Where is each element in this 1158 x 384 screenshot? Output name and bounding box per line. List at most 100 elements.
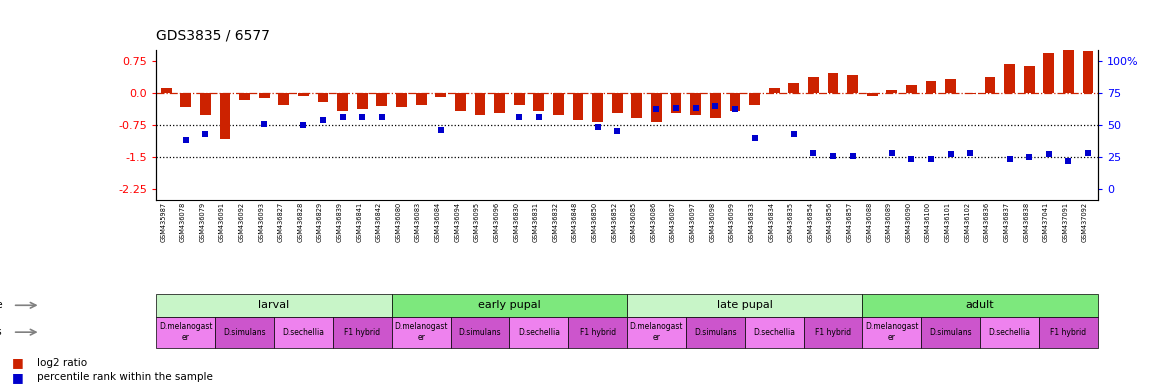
Text: GSM436856: GSM436856 (827, 202, 833, 242)
Text: D.simulans: D.simulans (223, 328, 266, 337)
Bar (258, 93, 270, 98)
Text: GSM436099: GSM436099 (728, 202, 735, 242)
Bar (240, 93, 250, 100)
Text: GSM436080: GSM436080 (396, 202, 402, 242)
Text: GSM436095: GSM436095 (474, 202, 479, 242)
Text: GSM436089: GSM436089 (886, 202, 892, 242)
Text: GSM436090: GSM436090 (906, 202, 911, 242)
Text: GSM436827: GSM436827 (278, 202, 284, 242)
Bar (494, 93, 505, 113)
Point (196, 131, 214, 137)
Bar (769, 88, 779, 93)
Bar (690, 93, 701, 115)
Text: percentile rank within the sample: percentile rank within the sample (37, 372, 213, 382)
Bar (867, 93, 878, 96)
Bar (730, 93, 740, 111)
Text: GSM436833: GSM436833 (748, 202, 755, 242)
Text: GSM436839: GSM436839 (337, 202, 343, 242)
Bar (1004, 64, 1014, 93)
Point (608, 128, 626, 134)
Text: GSM436087: GSM436087 (670, 202, 676, 242)
Bar (808, 77, 819, 93)
Text: GSM436852: GSM436852 (611, 202, 617, 242)
Bar (396, 93, 406, 107)
Text: F1 hybrid: F1 hybrid (579, 328, 616, 337)
Text: development stage: development stage (0, 300, 2, 310)
Point (432, 127, 450, 133)
Text: GSM436084: GSM436084 (434, 202, 441, 242)
Bar (611, 93, 623, 113)
Text: GSM436842: GSM436842 (376, 202, 382, 242)
Bar (828, 73, 838, 93)
Bar (376, 93, 387, 106)
Bar (514, 93, 525, 105)
Text: log2 ratio: log2 ratio (37, 358, 87, 368)
Text: GSM436086: GSM436086 (651, 202, 657, 242)
Bar (161, 88, 171, 93)
Bar (886, 90, 897, 93)
Text: late pupal: late pupal (717, 300, 772, 310)
Text: GSM436102: GSM436102 (965, 202, 970, 242)
Bar (475, 93, 485, 115)
Point (922, 156, 940, 162)
Point (687, 105, 705, 111)
Text: D.sechellia: D.sechellia (283, 328, 324, 337)
Text: GSM436838: GSM436838 (1024, 202, 1029, 242)
Text: GSM437091: GSM437091 (1062, 202, 1069, 242)
Text: D.simulans: D.simulans (459, 328, 501, 337)
Bar (220, 93, 230, 139)
Text: GSM436835: GSM436835 (787, 202, 793, 242)
Text: GSM436836: GSM436836 (984, 202, 990, 242)
Bar (278, 93, 290, 105)
Text: GSM437092: GSM437092 (1082, 202, 1089, 242)
Bar (455, 93, 466, 111)
Text: GSM435987: GSM435987 (160, 202, 166, 242)
Text: GSM436092: GSM436092 (239, 202, 244, 242)
Bar (200, 93, 211, 115)
Text: D.sechellia: D.sechellia (753, 328, 796, 337)
Text: GSM436841: GSM436841 (357, 202, 362, 242)
Bar (416, 93, 426, 105)
Text: ■: ■ (12, 371, 23, 384)
Text: D.melanogast
er: D.melanogast er (865, 323, 918, 342)
Bar (554, 93, 564, 115)
Text: GSM436097: GSM436097 (690, 202, 696, 242)
Text: GSM436834: GSM436834 (768, 202, 775, 242)
Point (373, 114, 391, 120)
Text: adult: adult (966, 300, 995, 310)
Text: GSM436837: GSM436837 (1004, 202, 1010, 242)
Point (1079, 150, 1098, 156)
Text: D.simulans: D.simulans (930, 328, 972, 337)
Text: GSM436857: GSM436857 (846, 202, 852, 242)
Text: GSM436079: GSM436079 (199, 202, 205, 242)
Bar (651, 93, 662, 122)
Bar (181, 93, 191, 107)
Text: GSM436078: GSM436078 (179, 202, 185, 242)
Point (961, 150, 980, 156)
Bar (1024, 66, 1034, 93)
Text: ■: ■ (12, 356, 23, 369)
Text: GSM436093: GSM436093 (258, 202, 264, 242)
Bar (357, 93, 368, 109)
Bar (534, 93, 544, 111)
Text: GSM436832: GSM436832 (552, 202, 558, 242)
Point (1020, 154, 1039, 160)
Point (1001, 156, 1019, 162)
Bar (1043, 53, 1054, 93)
Point (784, 131, 802, 137)
Text: D.melanogast
er: D.melanogast er (630, 323, 683, 342)
Point (667, 105, 686, 111)
Text: GSM436085: GSM436085 (631, 202, 637, 242)
Text: GSM436831: GSM436831 (533, 202, 538, 242)
Text: D.simulans: D.simulans (694, 328, 736, 337)
Text: GSM436848: GSM436848 (572, 202, 578, 242)
Text: GSM436828: GSM436828 (298, 202, 303, 242)
Point (1060, 158, 1078, 164)
Bar (945, 79, 957, 93)
Text: F1 hybrid: F1 hybrid (815, 328, 851, 337)
Bar (749, 93, 760, 105)
Point (882, 150, 901, 156)
Bar (572, 93, 584, 120)
Bar (317, 93, 329, 102)
Text: GSM436098: GSM436098 (710, 202, 716, 242)
